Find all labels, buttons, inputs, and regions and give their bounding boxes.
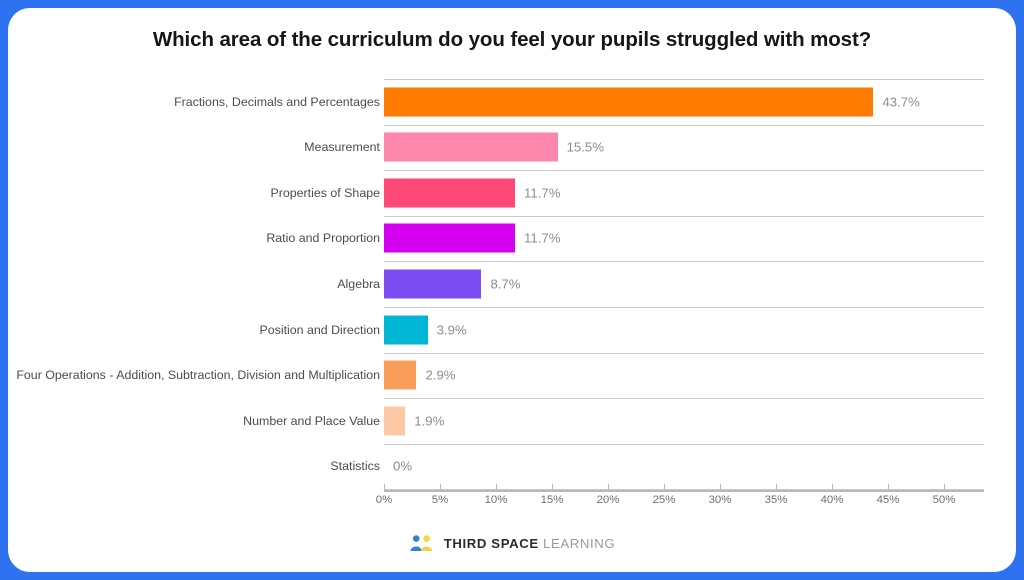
- chart-title: Which area of the curriculum do you feel…: [152, 28, 872, 51]
- row-separator: [384, 352, 984, 354]
- x-axis-tick: [384, 484, 385, 491]
- category-label: Fractions, Decimals and Percentages: [174, 94, 380, 109]
- x-axis-tick-label: 20%: [596, 494, 620, 506]
- x-axis-tick: [944, 484, 945, 491]
- bar[interactable]: [384, 223, 516, 253]
- x-axis-tick-label: 35%: [764, 494, 788, 506]
- bar-value-label: 3.9%: [436, 322, 467, 338]
- x-axis-tick: [496, 484, 497, 491]
- x-axis-tick-label: 10%: [484, 494, 508, 506]
- x-axis-tick: [888, 484, 889, 491]
- x-axis-tick: [776, 484, 777, 491]
- bar-value-label: 11.7%: [524, 230, 561, 246]
- x-axis-tick: [552, 484, 553, 491]
- bar-value-label: 0%: [393, 458, 413, 474]
- bar-row: Algebra 8.7%: [8, 261, 1016, 306]
- category-label: Statistics: [330, 459, 380, 474]
- row-separator: [384, 489, 984, 491]
- bar[interactable]: [384, 315, 428, 345]
- bar[interactable]: [384, 87, 874, 117]
- x-axis-tick-label: 25%: [652, 494, 676, 506]
- x-axis-tick-label: 45%: [876, 494, 900, 506]
- x-axis-line: [384, 490, 984, 492]
- category-label: Number and Place Value: [243, 413, 380, 428]
- row-separator: [384, 261, 984, 263]
- chart-card: Which area of the curriculum do you feel…: [8, 8, 1016, 572]
- row-separator: [384, 124, 984, 126]
- bar-chart-plot-area: Fractions, Decimals and Percentages 43.7%…: [8, 8, 1016, 572]
- row-separator: [384, 398, 984, 400]
- category-label: Ratio and Proportion: [266, 231, 380, 246]
- bar-value-label: 15.5%: [566, 139, 604, 155]
- bar-row: Measurement 15.5%: [8, 125, 1016, 170]
- x-axis-tick: [720, 484, 721, 491]
- bar[interactable]: [384, 178, 516, 208]
- x-axis-tick-label: 40%: [820, 494, 844, 506]
- bar-row: Properties of Shape 11.7%: [8, 170, 1016, 215]
- bar[interactable]: [384, 132, 558, 162]
- row-separator: [384, 443, 984, 445]
- bar-row: Ratio and Proportion 11.7%: [8, 216, 1016, 261]
- x-axis-tick: [440, 484, 441, 491]
- bar-row: Position and Direction 3.9%: [8, 307, 1016, 352]
- footer-logo: THIRD SPACE LEARNING: [8, 534, 1016, 552]
- row-separator: [384, 215, 984, 217]
- x-axis-tick-label: 30%: [708, 494, 732, 506]
- bar[interactable]: [384, 360, 417, 390]
- x-axis-tick-label: 0%: [375, 494, 393, 506]
- bar-value-label: 1.9%: [414, 413, 445, 429]
- bar-row: Number and Place Value 1.9%: [8, 398, 1016, 443]
- category-label: Algebra: [337, 276, 380, 291]
- category-label: Measurement: [304, 140, 380, 155]
- bar-row: Statistics 0%: [8, 444, 1016, 489]
- bar-value-label: 11.7%: [524, 185, 561, 201]
- row-separator: [384, 170, 984, 172]
- row-separator: [384, 307, 984, 308]
- logo-text-bold: THIRD SPACE: [443, 535, 539, 551]
- bar-row: Fractions, Decimals and Percentages 43.7%: [8, 79, 1016, 124]
- bar[interactable]: [384, 406, 406, 436]
- row-separator: [384, 79, 984, 80]
- bar-row: Four Operations - Addition, Subtraction,…: [8, 353, 1016, 398]
- logo-text: THIRD SPACE LEARNING: [444, 536, 616, 551]
- category-label: Position and Direction: [259, 322, 380, 337]
- bar-value-label: 8.7%: [490, 276, 521, 292]
- category-label: Properties of Shape: [270, 185, 380, 200]
- bar-value-label: 43.7%: [882, 94, 920, 110]
- x-axis-tick: [832, 484, 833, 491]
- x-axis-tick-label: 50%: [932, 494, 956, 506]
- category-label: Four Operations - Addition, Subtraction,…: [16, 368, 380, 383]
- x-axis-tick: [664, 484, 665, 491]
- bar-value-label: 2.9%: [425, 367, 456, 383]
- logo-text-light: LEARNING: [543, 535, 616, 551]
- x-axis-tick-label: 15%: [540, 494, 564, 506]
- bar[interactable]: [384, 269, 482, 299]
- third-space-learning-people-icon: [409, 535, 433, 551]
- x-axis-tick-label: 5%: [431, 494, 449, 506]
- x-axis-tick: [608, 484, 609, 491]
